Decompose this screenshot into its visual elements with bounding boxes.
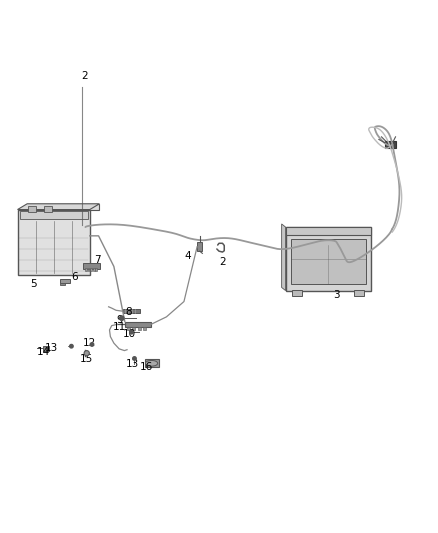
Bar — [93, 268, 95, 271]
Text: 3: 3 — [333, 290, 339, 300]
Bar — [60, 282, 65, 285]
Bar — [125, 322, 151, 327]
Bar — [286, 227, 371, 290]
Text: 5: 5 — [30, 279, 36, 289]
Bar — [354, 290, 364, 296]
Bar — [291, 239, 366, 284]
Bar — [292, 290, 302, 296]
Bar — [385, 141, 396, 148]
Bar — [83, 263, 100, 269]
Text: 14: 14 — [36, 347, 49, 357]
Text: 4: 4 — [184, 251, 191, 261]
Bar — [18, 209, 90, 275]
Text: 12: 12 — [83, 338, 96, 348]
Bar — [132, 327, 135, 330]
Text: 2: 2 — [81, 71, 88, 81]
Text: 11: 11 — [113, 322, 126, 332]
Bar — [43, 346, 49, 351]
Bar — [138, 327, 141, 330]
Bar — [60, 279, 70, 282]
Bar — [143, 327, 146, 330]
Bar — [44, 206, 52, 212]
Text: 13: 13 — [126, 359, 139, 369]
Circle shape — [130, 330, 133, 334]
Text: 6: 6 — [71, 272, 78, 282]
Bar — [145, 359, 159, 367]
Text: 13: 13 — [45, 343, 58, 352]
Bar — [88, 268, 89, 271]
Text: 7: 7 — [94, 255, 101, 265]
Bar — [85, 268, 87, 271]
Text: 10: 10 — [123, 328, 136, 338]
Text: 9: 9 — [116, 315, 123, 325]
Text: 15: 15 — [80, 354, 93, 365]
Polygon shape — [18, 204, 99, 209]
Circle shape — [133, 357, 136, 360]
Circle shape — [120, 316, 124, 320]
Polygon shape — [282, 224, 286, 290]
Bar — [127, 327, 130, 330]
Text: 8: 8 — [125, 308, 131, 318]
Circle shape — [90, 343, 94, 346]
Bar — [123, 309, 140, 313]
Bar — [286, 227, 371, 235]
Bar — [28, 206, 36, 212]
Bar — [197, 243, 202, 251]
Ellipse shape — [145, 360, 158, 366]
Text: 2: 2 — [219, 257, 226, 267]
Bar — [95, 268, 97, 271]
Bar — [90, 268, 92, 271]
Circle shape — [84, 351, 89, 356]
Circle shape — [70, 344, 73, 348]
Text: 16: 16 — [140, 362, 153, 372]
Polygon shape — [27, 204, 99, 209]
Bar — [20, 211, 88, 219]
